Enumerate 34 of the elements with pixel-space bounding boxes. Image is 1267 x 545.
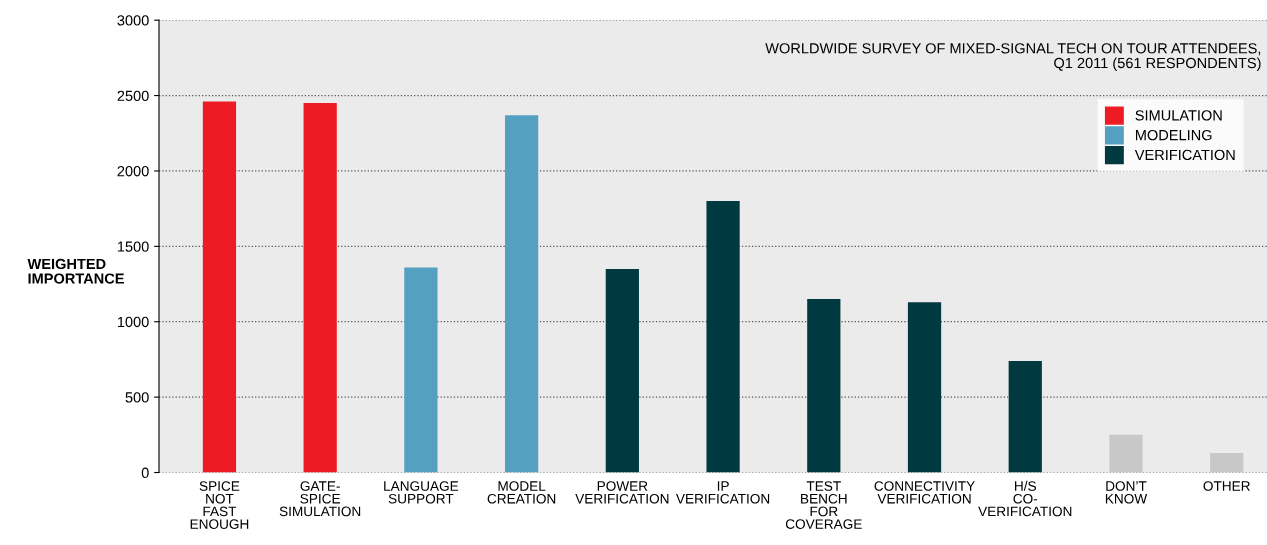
bar	[605, 268, 639, 473]
bar	[907, 302, 942, 473]
x-tick-label: LANGUAGE SUPPORT	[384, 481, 459, 504]
x-tick-label: IP VERIFICATION	[676, 481, 770, 504]
y-tick-label: 2000	[117, 166, 149, 177]
y-tick-label: 3000	[117, 15, 149, 26]
x-tick-label: SPICE NOT FAST ENOUGH	[190, 481, 249, 529]
annotation: WORLDWIDE SURVEY OF MIXED-SIGNAL TECH ON TOUR ATTENDEES, Q1 2011 (561 RESPONDENTS)	[765, 43, 1261, 72]
bar	[706, 201, 740, 473]
legend-label: MODELING	[1135, 129, 1212, 141]
bar	[303, 103, 337, 473]
x-tick-label: DON’T KNOW	[1105, 481, 1148, 504]
y-tick-label: 1000	[117, 316, 149, 328]
x-tick-label: GATE- SPICE SIMULATION	[279, 481, 361, 517]
bar	[1008, 360, 1042, 473]
x-tick-label: TEST BENCH FOR COVERAGE	[785, 481, 862, 529]
bar	[404, 267, 438, 473]
bar	[1109, 434, 1143, 473]
legend-label: VERIFICATION	[1134, 149, 1235, 161]
bar	[1210, 452, 1244, 473]
x-tick-label: MODEL CREATION	[487, 481, 556, 504]
y-axis-title: WEIGHTED IMPORTANCE	[27, 258, 124, 284]
x-tick-label: H/S CO- VERIFICATION	[978, 480, 1072, 517]
bar	[807, 299, 841, 473]
x-tick-label: OTHER	[1203, 481, 1250, 491]
y-tick-label: 1500	[117, 241, 149, 252]
y-tick-label: 500	[125, 392, 149, 403]
y-tick-label: 0	[141, 467, 149, 478]
bar	[505, 115, 539, 473]
x-tick-label: CONNECTIVITY VERIFICATION	[874, 481, 975, 504]
legend-label: SIMULATION	[1135, 110, 1222, 121]
bar	[202, 101, 237, 473]
x-tick-label: POWER VERIFICATION	[575, 481, 669, 504]
y-tick-label: 2500	[117, 90, 149, 101]
